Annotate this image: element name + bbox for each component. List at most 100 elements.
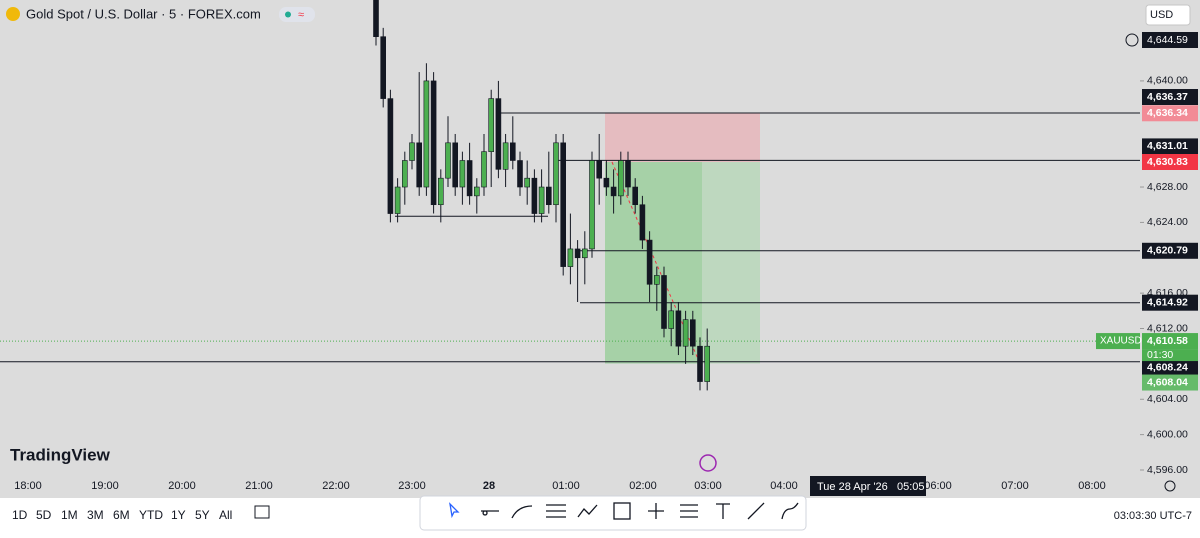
price-box: [1142, 154, 1198, 171]
trade-path: [611, 161, 701, 364]
candle-body: [610, 186, 617, 197]
price-axis: [1140, 0, 1200, 470]
date-range-button[interactable]: [254, 505, 270, 519]
add-button[interactable]: [1125, 33, 1139, 47]
candle-body: [416, 142, 423, 188]
candle-body: [617, 160, 624, 197]
candle-body: [661, 275, 667, 329]
candle-body: [488, 98, 495, 152]
candle-body: [509, 142, 516, 161]
measure-tool[interactable]: [648, 503, 664, 519]
x-tick-label: 08:00: [1078, 480, 1106, 492]
candle-body: [430, 80, 437, 206]
x-tick-label: 21:00: [245, 480, 273, 492]
y-tick-label: 4,624.00: [1147, 216, 1188, 228]
candle-body: [524, 177, 531, 188]
candle-body: [502, 142, 509, 170]
candle-body: [423, 80, 430, 188]
candle-body: [632, 186, 639, 206]
status-pill[interactable]: [279, 7, 315, 22]
price-box: [1142, 105, 1198, 122]
ray-tool[interactable]: [747, 502, 765, 520]
candle-body: [517, 160, 523, 188]
candle-body: [401, 160, 408, 188]
x-tick-label: 22:00: [322, 480, 350, 492]
candle-body: [596, 160, 603, 179]
event-icon[interactable]: [699, 454, 717, 472]
x-tick-label: 07:00: [1001, 480, 1029, 492]
candle-body: [481, 151, 487, 188]
candle-body: [574, 248, 581, 259]
price-box: [1142, 242, 1198, 259]
pattern-tool[interactable]: [577, 504, 598, 518]
candle-body: [409, 142, 415, 161]
price-label: 4,608.24: [1147, 362, 1188, 374]
candle-body: [697, 345, 703, 382]
status-dot: [285, 11, 291, 18]
range-button[interactable]: 5D: [36, 508, 52, 522]
price-box: [1142, 138, 1198, 155]
target-zone: [605, 162, 760, 364]
candle-body: [473, 186, 480, 197]
candle-body: [394, 186, 401, 214]
candle-body: [603, 177, 610, 188]
candle-body: [682, 319, 689, 347]
brand: TradingView: [10, 445, 111, 464]
candle-body: [553, 142, 559, 206]
brush-tool[interactable]: [511, 505, 533, 519]
candle-body: [373, 0, 379, 37]
candle-body: [560, 142, 567, 267]
clock: 03:03:30 UTC-7: [1114, 510, 1192, 522]
cursor-tool[interactable]: [449, 502, 460, 519]
price-label: 4,631.01: [1147, 140, 1188, 152]
price-box: [1142, 333, 1198, 350]
range-button[interactable]: 1D: [12, 508, 28, 522]
candle-body: [466, 160, 473, 197]
price-label: 4,614.92: [1147, 296, 1188, 308]
status-icon: ≈: [298, 9, 304, 21]
crosshair-label: Tue 28 Apr '26 05:05: [817, 481, 925, 493]
x-tick-label: 04:00: [770, 480, 798, 492]
candle-body: [437, 177, 444, 206]
currency-button[interactable]: [1145, 4, 1191, 26]
range-button[interactable]: 6M: [113, 508, 130, 522]
candle-body: [380, 36, 387, 99]
y-tick-label: 4,628.00: [1147, 181, 1188, 193]
x-tick-label: 19:00: [91, 480, 119, 492]
stop-zone: [605, 113, 760, 163]
y-tick-label: 4,600.00: [1147, 428, 1188, 440]
price-label: 4,608.04: [1147, 376, 1188, 388]
position-tool[interactable]: [680, 504, 698, 518]
range-button[interactable]: YTD: [139, 508, 163, 522]
range-button[interactable]: All: [219, 508, 232, 522]
y-tick-label: 4,640.00: [1147, 75, 1188, 87]
candle-body: [545, 186, 552, 206]
range-button[interactable]: 5Y: [195, 508, 210, 522]
toolbar-icons: [449, 502, 799, 520]
candle-body: [531, 177, 538, 214]
price-label: 4,630.83: [1147, 156, 1188, 168]
settings-icon[interactable]: [1164, 480, 1176, 492]
line-tool[interactable]: [481, 510, 499, 516]
price-label: 4,644.59: [1147, 34, 1188, 46]
time-axis: [0, 470, 1200, 498]
countdown-box: [1142, 349, 1198, 362]
range-button[interactable]: 3M: [87, 508, 104, 522]
crosshair-box: [810, 476, 926, 496]
path-tool[interactable]: [781, 502, 799, 520]
symbol-tag: XAUUSD: [1100, 336, 1142, 347]
fib-tool[interactable]: [546, 504, 566, 518]
candle-body: [567, 248, 574, 267]
y-tick-label: 4,612.00: [1147, 322, 1188, 334]
text-tool[interactable]: [716, 503, 730, 519]
symbol-tag-box: [1096, 333, 1140, 350]
range-button[interactable]: 1M: [61, 508, 78, 522]
candle-body: [668, 310, 675, 329]
drawing-toolbar: [419, 495, 807, 531]
range-button[interactable]: 1Y: [171, 508, 186, 522]
shape-tool[interactable]: [613, 502, 631, 520]
candle-body: [581, 248, 588, 259]
candle-body: [538, 186, 545, 214]
x-tick-label: 23:00: [398, 480, 426, 492]
